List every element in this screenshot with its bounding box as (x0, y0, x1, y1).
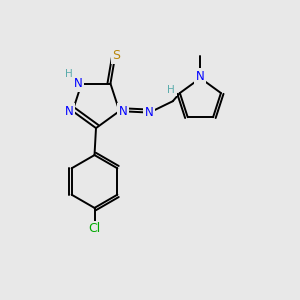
Text: N: N (196, 70, 205, 83)
Text: S: S (112, 49, 121, 62)
Text: H: H (167, 85, 175, 95)
Text: N: N (145, 106, 154, 119)
Text: N: N (64, 105, 74, 118)
Text: H: H (65, 69, 73, 79)
Text: N: N (118, 105, 127, 118)
Text: N: N (74, 77, 82, 90)
Text: Cl: Cl (88, 222, 101, 236)
